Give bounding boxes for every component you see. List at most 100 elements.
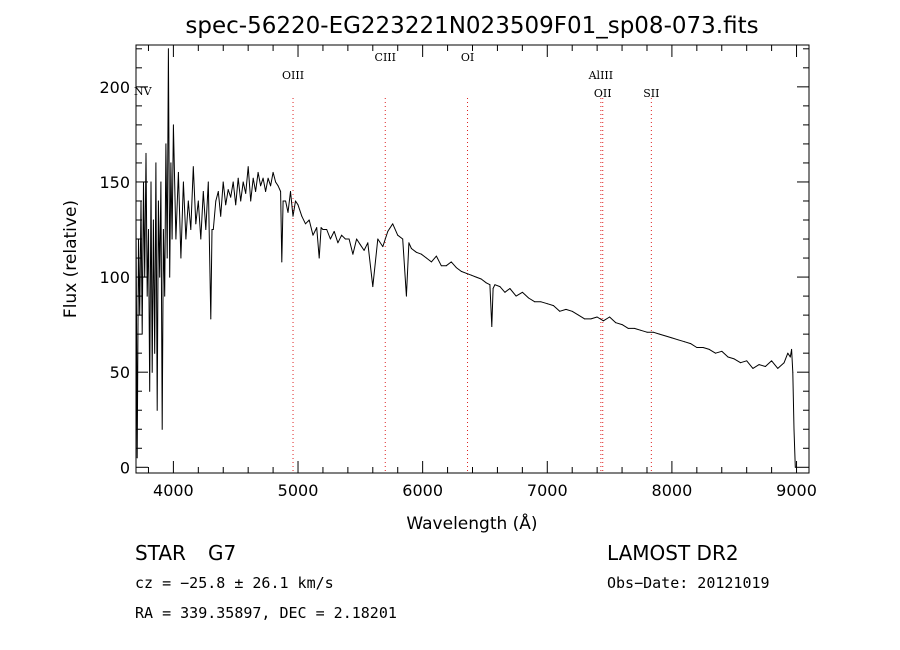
series-layer — [135, 48, 797, 468]
data-point — [440, 265, 442, 267]
data-point — [305, 223, 306, 225]
data-point — [565, 308, 567, 310]
data-point — [270, 185, 272, 187]
data-point — [165, 143, 167, 145]
data-point — [359, 244, 361, 246]
data-point — [397, 234, 399, 236]
data-point — [445, 265, 447, 267]
data-point — [677, 339, 679, 341]
data-point — [559, 310, 561, 312]
data-point — [177, 171, 179, 173]
data-point — [295, 200, 296, 202]
data-point — [485, 282, 487, 284]
data-point — [312, 234, 314, 236]
data-point — [475, 276, 477, 278]
data-point — [652, 331, 654, 333]
data-point — [627, 327, 629, 329]
data-point — [149, 390, 151, 392]
survey-name: LAMOST DR2 — [607, 541, 739, 565]
data-point — [402, 238, 404, 240]
y-tick-label: 50 — [110, 363, 130, 382]
data-point — [363, 249, 365, 251]
data-point — [333, 230, 335, 232]
marker-label-ciii: CIII — [375, 51, 396, 64]
data-point — [665, 335, 667, 337]
data-point — [143, 181, 144, 183]
data-point — [415, 251, 417, 253]
data-point — [771, 360, 773, 362]
data-point — [764, 366, 766, 367]
data-point — [796, 466, 797, 468]
data-point — [509, 288, 511, 289]
data-point — [455, 267, 457, 269]
data-point — [148, 229, 149, 230]
x-tick-label: 5000 — [278, 481, 319, 500]
data-point — [190, 229, 192, 230]
data-point — [435, 255, 437, 257]
data-point — [584, 318, 586, 320]
data-point — [250, 200, 252, 202]
data-point — [789, 356, 791, 358]
data-point — [290, 191, 291, 192]
data-point — [164, 295, 166, 297]
data-point — [285, 200, 287, 202]
marker-label-nv: NV — [134, 85, 153, 98]
data-point — [292, 215, 294, 217]
marker-label-oiii: OIII — [282, 69, 304, 82]
data-point — [280, 191, 282, 192]
tick-labels: 4000 5000 6000 7000 8000 9000 0 50 100 150 200 — [99, 78, 816, 500]
y-tick-label: 100 — [99, 268, 130, 287]
data-point — [596, 316, 598, 318]
y-tick-label: 150 — [99, 173, 130, 192]
spectral-subclass: G7 — [208, 541, 237, 565]
data-point — [235, 204, 237, 206]
redshift-text: cz = −25.8 ± 26.1 km/s — [135, 574, 334, 592]
data-point — [460, 270, 462, 272]
data-point — [156, 409, 158, 411]
data-point — [144, 276, 146, 278]
data-point — [260, 185, 262, 187]
data-point — [609, 316, 611, 318]
line-markers: NV OIII CIII OI AlIII OII SII — [134, 51, 659, 473]
data-point — [267, 177, 269, 179]
data-point — [758, 364, 760, 366]
data-point — [136, 457, 138, 459]
data-point — [746, 360, 748, 362]
data-point — [240, 200, 242, 202]
observation-date: Obs−Date: 20121019 — [607, 574, 770, 592]
data-point — [151, 371, 153, 373]
data-point — [470, 274, 472, 276]
data-point — [690, 343, 692, 345]
data-point — [150, 181, 152, 183]
data-point — [787, 352, 789, 354]
data-point — [237, 177, 239, 179]
data-point — [182, 181, 184, 183]
data-point — [640, 329, 642, 331]
data-point — [167, 48, 169, 50]
data-point — [382, 246, 384, 248]
data-point — [170, 162, 172, 164]
data-point — [420, 253, 422, 255]
data-point — [171, 238, 173, 240]
series-line-spectrum — [135, 48, 797, 468]
data-point — [145, 152, 147, 154]
data-point — [154, 352, 156, 354]
data-point — [138, 238, 139, 240]
data-point — [265, 191, 267, 192]
data-point — [252, 177, 254, 179]
data-point — [257, 171, 259, 173]
data-point — [215, 200, 217, 202]
data-point — [162, 229, 164, 230]
data-point — [157, 200, 159, 202]
data-point — [220, 215, 222, 217]
data-point — [492, 288, 494, 289]
y-tick-label: 0 — [120, 458, 130, 477]
data-point — [489, 284, 491, 286]
data-point — [341, 234, 343, 236]
marker-label-oii: OII — [594, 87, 612, 100]
data-point — [211, 229, 213, 230]
data-point — [372, 286, 374, 288]
data-point — [308, 219, 310, 221]
x-tick-label: 8000 — [652, 481, 693, 500]
data-point — [318, 257, 320, 259]
